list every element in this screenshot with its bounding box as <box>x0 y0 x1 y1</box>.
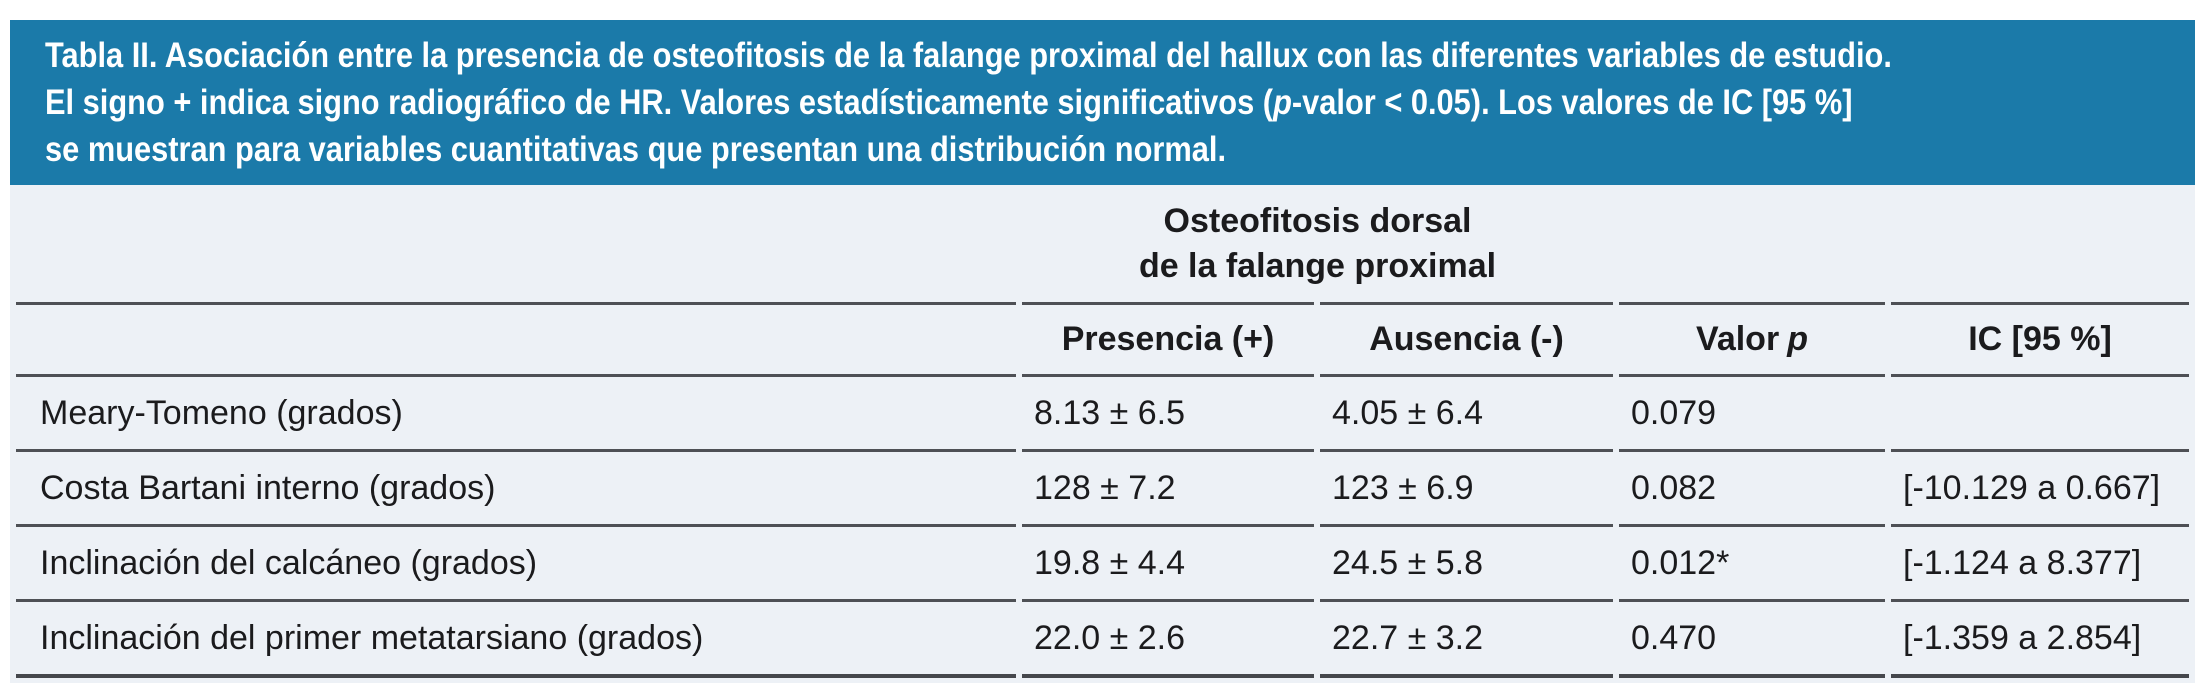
cell-ic: [-10.129 a 0.667] <box>1891 449 2189 524</box>
column-header-row: Presencia (+) Ausencia (-) Valor p IC [95… <box>16 302 2189 374</box>
cell-ic: [-1.359 a 2.854] <box>1891 599 2189 678</box>
row-label: Inclinación del primer metatarsiano (gra… <box>16 599 1016 678</box>
group-header: Osteofitosis dorsal de la falange proxim… <box>1022 185 1613 302</box>
table-row: Meary-Tomeno (grados) 8.13 ± 6.5 4.05 ± … <box>16 374 2189 449</box>
col-header-presencia: Presencia (+) <box>1022 302 1314 374</box>
cell-valor-p: 0.079 <box>1619 374 1885 449</box>
row-label: Meary-Tomeno (grados) <box>16 374 1016 449</box>
cell-valor-p: 0.470 <box>1619 599 1885 678</box>
group-header-line-2: de la falange proximal <box>1138 246 1497 285</box>
empty-cell <box>1619 185 1885 302</box>
cell-presencia: 128 ± 7.2 <box>1022 449 1314 524</box>
valor-label: Valor <box>1696 320 1780 358</box>
table-row: Inclinación del calcáneo (grados) 19.8 ±… <box>16 524 2189 599</box>
table-row: Costa Bartani interno (grados) 128 ± 7.2… <box>16 449 2189 524</box>
results-table: Osteofitosis dorsal de la falange proxim… <box>10 185 2195 683</box>
caption-p-italic: p <box>1273 83 1292 122</box>
empty-cell <box>16 185 1016 302</box>
empty-cell <box>1891 185 2189 302</box>
cell-presencia: 8.13 ± 6.5 <box>1022 374 1314 449</box>
cell-valor-p: 0.012* <box>1619 524 1885 599</box>
cell-presencia: 22.0 ± 2.6 <box>1022 599 1314 678</box>
table-row: Inclinación del primer metatarsiano (gra… <box>16 599 2189 678</box>
cell-ausencia: 22.7 ± 3.2 <box>1320 599 1613 678</box>
table-caption-banner: Tabla II. Asociación entre la presencia … <box>10 20 2195 185</box>
cell-ic <box>1891 374 2189 449</box>
col-header-ausencia: Ausencia (-) <box>1320 302 1613 374</box>
caption-line-2: El signo + indica signo radiográfico de … <box>45 79 1937 126</box>
cell-presencia: 19.8 ± 4.4 <box>1022 524 1314 599</box>
caption-line-3: se muestran para variables cuantitativas… <box>45 130 1227 169</box>
caption-line-2-text: El signo + indica signo radiográfico de … <box>45 83 1274 122</box>
cell-ic: [-1.124 a 8.377] <box>1891 524 2189 599</box>
empty-header-cell <box>16 302 1016 374</box>
col-header-ic: IC [95 %] <box>1891 302 2189 374</box>
caption-line-1: Tabla II. Asociación entre la presencia … <box>45 36 1892 75</box>
col-header-valor-p: Valor p <box>1619 302 1885 374</box>
cell-ausencia: 4.05 ± 6.4 <box>1320 374 1613 449</box>
valor-p-italic: p <box>1787 320 1808 358</box>
caption-line-2-tail: -valor < 0.05). Los valores de IC [95 %] <box>1291 83 1853 122</box>
group-header-row: Osteofitosis dorsal de la falange proxim… <box>16 185 2189 302</box>
row-label: Inclinación del calcáneo (grados) <box>16 524 1016 599</box>
group-header-line-1: Osteofitosis dorsal <box>1163 201 1472 240</box>
cell-valor-p: 0.082 <box>1619 449 1885 524</box>
cell-ausencia: 24.5 ± 5.8 <box>1320 524 1613 599</box>
row-label: Costa Bartani interno (grados) <box>16 449 1016 524</box>
cell-ausencia: 123 ± 6.9 <box>1320 449 1613 524</box>
